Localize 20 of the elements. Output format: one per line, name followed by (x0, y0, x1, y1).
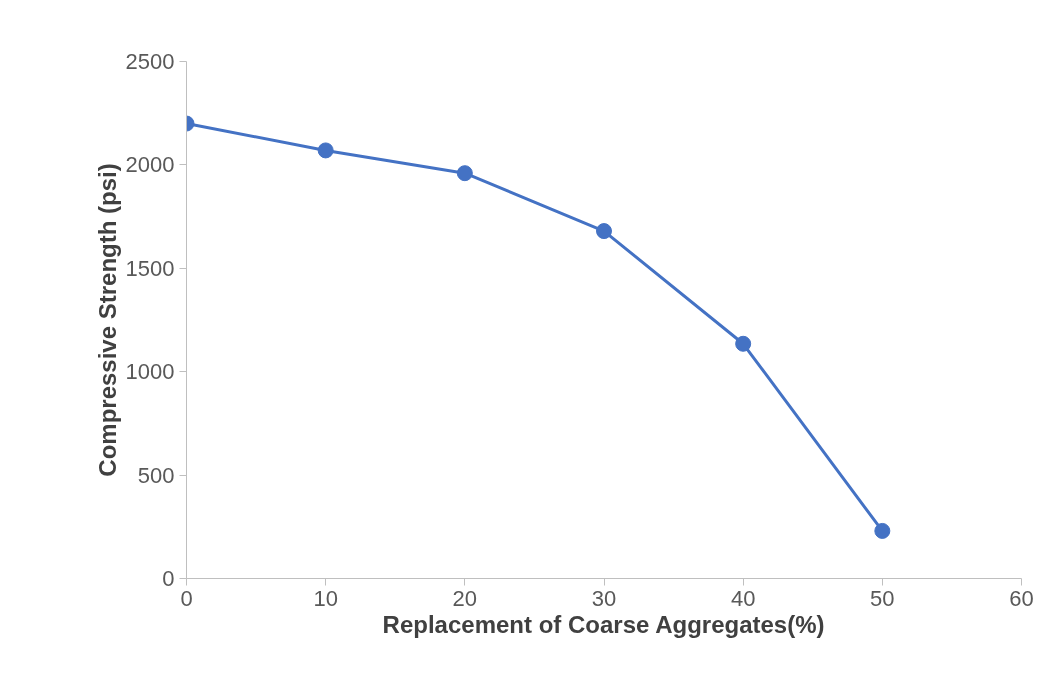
point (317, 142, 334, 159)
point (456, 165, 473, 182)
point (735, 335, 752, 352)
point (596, 223, 612, 240)
y-tick-label: 0 (162, 566, 175, 591)
x-tick-label: 10 (313, 585, 338, 611)
x-tick-label: 40 (730, 585, 756, 611)
x-tick-label: 0 (180, 585, 193, 611)
y-tick-label: 2000 (125, 152, 175, 178)
x-tick-label: 50 (870, 585, 895, 611)
y-tick-label: 500 (137, 462, 175, 488)
point (874, 522, 891, 539)
y-tick-label: 2500 (125, 49, 175, 74)
x-tick-label: 20 (452, 585, 478, 611)
y-axis-title: Compressive Strength (psi) (93, 163, 121, 477)
x-tick-label: 30 (591, 585, 617, 611)
y-tick-label: 1000 (125, 359, 175, 385)
y-tick-label: 1500 (125, 255, 175, 281)
x-tick-label: 60 (1009, 585, 1034, 611)
x-axis-title: Replacement of Coarse Aggregates(%) (382, 610, 825, 638)
